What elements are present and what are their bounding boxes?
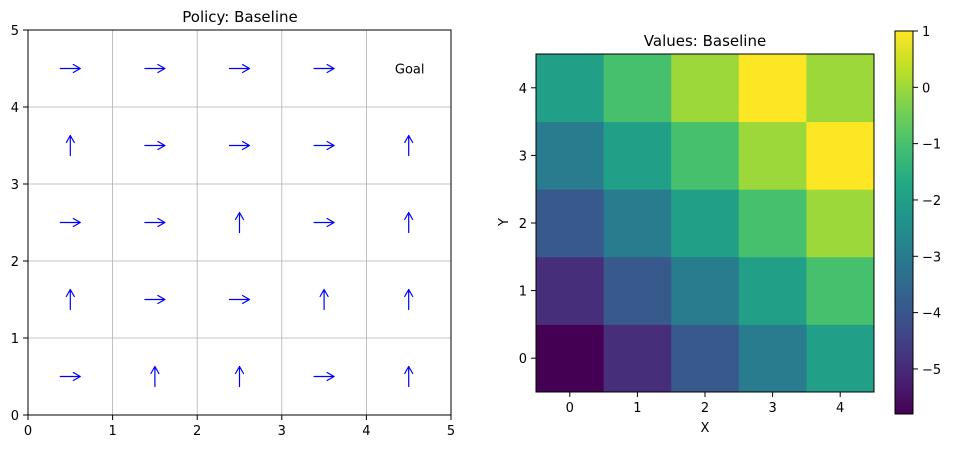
heatmap-cell bbox=[738, 324, 807, 393]
heatmap-cell bbox=[536, 54, 605, 123]
y-tick-label: 5 bbox=[11, 24, 19, 39]
x-tick-label: 4 bbox=[362, 424, 370, 439]
policy-arrow-right bbox=[228, 63, 251, 74]
heatmap-cell bbox=[603, 256, 672, 325]
heatmap-cell bbox=[536, 121, 605, 190]
y-tick-label: 0 bbox=[11, 409, 19, 424]
colorbar-tick-label: −3 bbox=[922, 250, 941, 265]
x-tick-label: 2 bbox=[193, 424, 201, 439]
policy-arrow-right bbox=[144, 140, 166, 151]
heatmap-cell bbox=[806, 324, 875, 393]
policy-x-ticks: 0 1 2 3 4 5 bbox=[24, 415, 455, 439]
colorbar: 1 0 −1 −2 −3 −4 −5 bbox=[894, 25, 941, 415]
colorbar-tick-label: 0 bbox=[922, 81, 930, 96]
heatmap-cell bbox=[603, 121, 672, 190]
policy-arrow-right bbox=[313, 140, 335, 151]
policy-arrow-up bbox=[234, 365, 245, 388]
y-tick-label: 2 bbox=[519, 217, 527, 232]
x-tick-label: 3 bbox=[278, 424, 286, 439]
policy-arrows bbox=[59, 63, 414, 388]
x-tick-label: 4 bbox=[836, 401, 844, 416]
colorbar-ticks: 1 0 −1 −2 −3 −4 −5 bbox=[913, 25, 941, 378]
y-tick-label: 3 bbox=[519, 149, 527, 164]
x-tick-label: 3 bbox=[768, 401, 776, 416]
heatmap-cell bbox=[671, 54, 740, 123]
heatmap-cell bbox=[738, 189, 807, 258]
heatmap-cell bbox=[603, 54, 672, 123]
policy-arrow-right bbox=[144, 63, 166, 74]
y-tick-label: 2 bbox=[11, 255, 19, 270]
policy-arrow-right bbox=[144, 217, 166, 228]
policy-chart-title: Policy: Baseline bbox=[182, 8, 297, 26]
heatmap-cell bbox=[536, 256, 605, 325]
colorbar-tick-label: 1 bbox=[922, 25, 930, 40]
x-tick-label: 0 bbox=[24, 424, 32, 439]
colorbar-gradient bbox=[894, 30, 914, 415]
heatmap-cell bbox=[536, 189, 605, 258]
heatmap-cell bbox=[806, 121, 875, 190]
policy-arrow-right bbox=[228, 294, 251, 305]
policy-arrow-right bbox=[313, 63, 335, 74]
heatmap-cells bbox=[536, 54, 875, 393]
heatmap-y-label: Y bbox=[497, 218, 512, 227]
heatmap-cell bbox=[738, 256, 807, 325]
x-tick-label: 0 bbox=[566, 401, 574, 416]
policy-y-ticks: 0 1 2 3 4 5 bbox=[11, 24, 28, 424]
policy-grid bbox=[28, 30, 451, 415]
policy-chart: Policy: Baseline Goal 0 1 2 3 4 5 0 1 2 3 4 5 bbox=[11, 8, 455, 439]
x-tick-label: 1 bbox=[633, 401, 641, 416]
policy-arrow-up bbox=[65, 134, 75, 157]
heatmap-cell bbox=[603, 189, 672, 258]
heatmap-cell bbox=[536, 324, 605, 393]
y-tick-label: 1 bbox=[11, 332, 19, 347]
heatmap-cell bbox=[603, 324, 672, 393]
heatmap-cell bbox=[738, 121, 807, 190]
policy-arrow-right bbox=[313, 371, 335, 382]
y-tick-label: 1 bbox=[519, 285, 527, 300]
heatmap-cell bbox=[671, 189, 740, 258]
policy-arrow-up bbox=[234, 211, 245, 234]
policy-arrow-up bbox=[150, 365, 160, 388]
heatmap-cell bbox=[738, 54, 807, 123]
y-tick-label: 0 bbox=[519, 352, 527, 367]
heatmap-x-ticks: 0 1 2 3 4 bbox=[566, 392, 844, 416]
policy-arrow-up bbox=[319, 288, 329, 311]
heatmap-title: Values: Baseline bbox=[644, 32, 766, 50]
value-heatmap-chart: Values: Baseline 0 1 2 3 4 0 1 2 3 4 X Y bbox=[497, 32, 875, 436]
colorbar-tick-label: −4 bbox=[922, 307, 941, 322]
colorbar-tick-label: −2 bbox=[922, 194, 941, 209]
policy-arrow-up bbox=[404, 134, 414, 157]
y-tick-label: 3 bbox=[11, 178, 19, 193]
x-tick-label: 2 bbox=[701, 401, 709, 416]
goal-label: Goal bbox=[395, 63, 425, 78]
heatmap-cell bbox=[806, 256, 875, 325]
policy-arrow-right bbox=[313, 217, 335, 228]
policy-arrow-up bbox=[404, 365, 414, 388]
policy-arrow-right bbox=[59, 217, 81, 228]
x-tick-label: 5 bbox=[447, 424, 455, 439]
policy-arrow-up bbox=[404, 288, 414, 311]
policy-arrow-right bbox=[59, 371, 81, 382]
heatmap-cell bbox=[806, 54, 875, 123]
y-tick-label: 4 bbox=[11, 101, 19, 116]
x-tick-label: 1 bbox=[108, 424, 116, 439]
policy-arrow-up bbox=[404, 211, 414, 234]
policy-arrow-up bbox=[65, 288, 75, 311]
heatmap-cell bbox=[671, 324, 740, 393]
y-tick-label: 4 bbox=[519, 82, 527, 97]
policy-arrow-right bbox=[144, 294, 166, 305]
heatmap-x-label: X bbox=[701, 421, 710, 436]
heatmap-cell bbox=[671, 121, 740, 190]
colorbar-tick-label: −5 bbox=[922, 363, 941, 378]
policy-arrow-right bbox=[228, 140, 251, 151]
heatmap-cell bbox=[806, 189, 875, 258]
heatmap-cell bbox=[671, 256, 740, 325]
heatmap-y-ticks: 0 1 2 3 4 bbox=[519, 82, 536, 367]
colorbar-tick-label: −1 bbox=[922, 138, 941, 153]
policy-arrow-right bbox=[59, 63, 81, 74]
policy-axes-frame bbox=[27, 29, 452, 416]
